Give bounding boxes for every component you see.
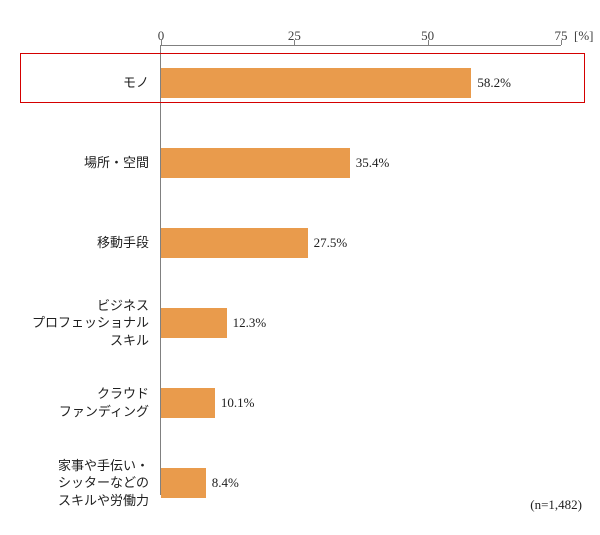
- bar-row: ビジネスプロフェッショナルスキル12.3%: [161, 308, 561, 338]
- category-label: 移動手段: [97, 234, 149, 252]
- bar: [161, 468, 206, 498]
- category-label: モノ: [123, 74, 149, 92]
- value-label: 10.1%: [221, 395, 255, 411]
- plot-area: 0255075モノ58.2%場所・空間35.4%移動手段27.5%ビジネスプロフ…: [160, 45, 561, 495]
- bar-row: モノ58.2%: [161, 68, 561, 98]
- value-label: 12.3%: [233, 315, 267, 331]
- category-label-line: 家事や手伝い・: [58, 458, 149, 473]
- chart-container: 0255075モノ58.2%場所・空間35.4%移動手段27.5%ビジネスプロフ…: [0, 0, 600, 535]
- category-label: クラウドファンディング: [59, 385, 149, 420]
- category-label-line: 場所・空間: [84, 155, 149, 170]
- axis-tick-mark: [161, 40, 162, 45]
- category-label: 場所・空間: [84, 154, 149, 172]
- axis-top-line: [161, 45, 561, 46]
- category-label-line: モノ: [123, 75, 149, 90]
- value-label: 35.4%: [356, 155, 390, 171]
- category-label-line: プロフェッショナル: [32, 315, 149, 330]
- category-label-line: スキル: [110, 333, 149, 348]
- value-label: 8.4%: [212, 475, 239, 491]
- axis-tick-mark: [294, 40, 295, 45]
- category-label-line: クラウド: [97, 386, 149, 401]
- category-label-line: スキルや労働力: [58, 493, 149, 508]
- value-label: 27.5%: [314, 235, 348, 251]
- bar-row: 家事や手伝い・シッターなどのスキルや労働力8.4%: [161, 468, 561, 498]
- sample-size-note: (n=1,482): [530, 497, 582, 513]
- axis-unit-label: [%]: [574, 28, 594, 44]
- category-label: ビジネスプロフェッショナルスキル: [32, 297, 149, 350]
- category-label-line: シッターなどの: [58, 475, 149, 490]
- bar-row: 場所・空間35.4%: [161, 148, 561, 178]
- axis-tick-mark: [561, 40, 562, 45]
- category-label: 家事や手伝い・シッターなどのスキルや労働力: [58, 457, 149, 510]
- category-label-line: ビジネス: [97, 298, 149, 313]
- bar: [161, 228, 308, 258]
- category-label-line: 移動手段: [97, 235, 149, 250]
- bar: [161, 308, 227, 338]
- bar: [161, 148, 350, 178]
- bar: [161, 68, 471, 98]
- bar: [161, 388, 215, 418]
- axis-tick-mark: [428, 40, 429, 45]
- bar-row: 移動手段27.5%: [161, 228, 561, 258]
- bar-row: クラウドファンディング10.1%: [161, 388, 561, 418]
- category-label-line: ファンディング: [59, 404, 149, 419]
- value-label: 58.2%: [477, 75, 511, 91]
